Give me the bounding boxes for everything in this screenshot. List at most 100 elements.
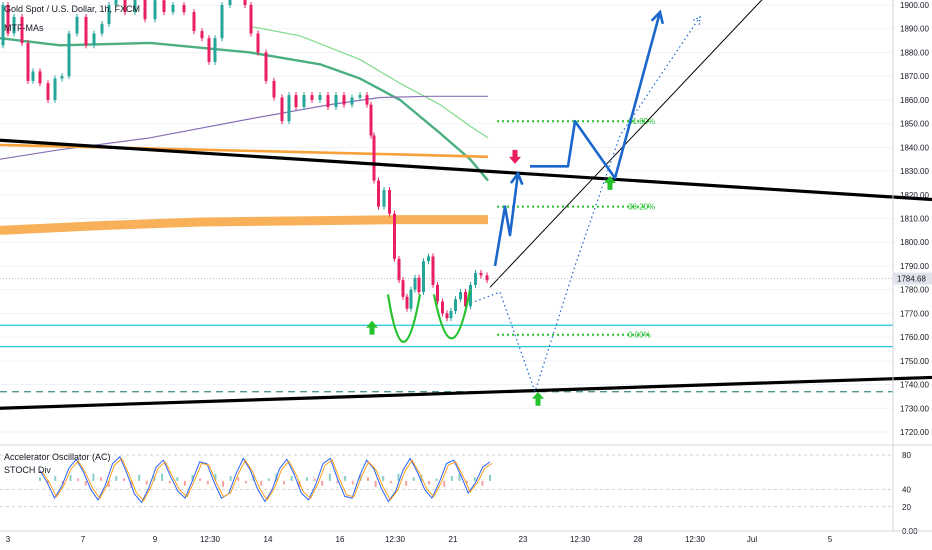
time-tick-2: 9 [153, 535, 158, 544]
trendline-1 [0, 375, 932, 410]
candle-body-15 [100, 23, 104, 34]
candle-body-65 [441, 301, 444, 314]
candle-body-45 [342, 95, 346, 105]
candle-body-52 [382, 190, 386, 207]
time-tick-13: 5 [828, 535, 833, 544]
price-tick-17: 1730.00 [900, 404, 929, 413]
price-tick-0: 1900.00 [900, 1, 929, 10]
fib-label-2: 0.00% [628, 331, 651, 340]
time-axis: 3 7 9 12:30 14 16 12:30 21 23 12:30 28 12:30 Jul 5 [6, 535, 833, 544]
signal-arrow-down-3 [509, 149, 521, 164]
price-axis: 1900.00 1890.00 1880.00 1870.00 1860.00 1850.… [900, 1, 929, 437]
horizontal-levels [0, 324, 893, 393]
candle-body-30 [228, 0, 232, 5]
candle-body-46 [350, 97, 354, 105]
candle-body-8 [46, 83, 50, 100]
candle-body-21 [153, 0, 157, 20]
candle-body-13 [84, 16, 88, 46]
candle-body-72 [474, 273, 477, 285]
time-tick-4: 14 [264, 535, 273, 544]
candle-body-62 [427, 256, 430, 262]
candle-body-55 [397, 258, 401, 281]
osc-tick-0: 80 [902, 451, 911, 460]
time-tick-9: 12:30 [570, 535, 591, 544]
price-tick-12: 1780.00 [900, 286, 929, 295]
candle-body-40 [302, 95, 306, 108]
price-tick-18: 1720.00 [900, 428, 929, 437]
signal-arrow-up-2 [532, 391, 544, 406]
price-tick-15: 1750.00 [900, 357, 929, 366]
candle-body-12 [75, 16, 79, 34]
candle-body-51 [377, 180, 380, 207]
symbol-title: Gold Spot / U.S. Dollar, 1h, FXCM [4, 4, 141, 14]
moving-average-0 [0, 37, 489, 182]
candle-body-25 [192, 12, 196, 32]
price-tick-10: 1800.00 [900, 238, 929, 247]
candle-body-6 [31, 71, 35, 81]
stoch-label: STOCH Div [4, 465, 51, 475]
candle-body-57 [405, 296, 409, 309]
moving-average-4 [0, 215, 488, 235]
time-tick-3: 12:30 [200, 535, 221, 544]
candle-body-47 [358, 95, 362, 98]
candle-body-69 [459, 292, 462, 300]
candle-body-70 [464, 292, 467, 307]
signal-arrow-up-0 [366, 320, 378, 335]
candle-body-28 [213, 38, 217, 62]
projection-arrowhead-0 [509, 170, 524, 186]
projection-path-1 [530, 11, 662, 180]
candle-body-17 [114, 0, 118, 5]
candle-body-4 [20, 16, 24, 43]
candle-body-32 [243, 0, 247, 5]
candle-body-5 [26, 42, 30, 81]
candle-body-14 [92, 33, 96, 46]
candle-body-18 [123, 0, 127, 13]
candle-body-1 [1, 5, 5, 46]
price-tick-1: 1890.00 [900, 25, 929, 34]
candle-body-53 [388, 190, 391, 214]
candle-body-54 [393, 213, 396, 259]
price-tick-5: 1850.00 [900, 120, 929, 129]
candle-body-34 [256, 33, 260, 53]
cup-curve-right [432, 289, 472, 340]
candle-body-2 [6, 5, 10, 34]
time-tick-12: Jul [747, 535, 757, 544]
candle-body-63 [431, 256, 435, 285]
time-tick-8: 23 [519, 535, 528, 544]
projection-arrowhead-2 [692, 15, 701, 25]
candle-body-3 [12, 16, 16, 34]
candle-body-16 [107, 5, 111, 24]
candle-body-19 [133, 0, 137, 13]
price-tick-16: 1740.00 [900, 381, 929, 390]
signal-arrows [366, 149, 616, 406]
candle-body-66 [445, 313, 449, 319]
candle-body-20 [143, 0, 147, 20]
candle-body-49 [369, 104, 373, 136]
signal-arrow-up-1 [604, 175, 616, 190]
candle-body-56 [401, 280, 405, 297]
candle-body-68 [454, 299, 457, 312]
trendline-2 [489, 0, 763, 288]
indicator-label: MTF-MAs [4, 23, 44, 33]
last-price-marker: 1784.68 [0, 272, 932, 285]
price-tick-6: 1840.00 [900, 143, 929, 152]
projection-path-2 [474, 16, 701, 393]
time-tick-11: 12:30 [685, 535, 706, 544]
time-tick-5: 16 [336, 535, 345, 544]
candle-body-33 [249, 5, 253, 34]
trendlines [0, 0, 932, 410]
candle-body-9 [53, 78, 57, 100]
stoch-d-line [41, 457, 493, 502]
time-tick-10: 28 [634, 535, 643, 544]
time-tick-0: 3 [6, 535, 11, 544]
trendline-0 [0, 138, 932, 202]
oscillator-pane [0, 454, 893, 508]
candle-body-64 [436, 284, 439, 302]
fibonacci-levels: 61.80% 38.20% 0.00% [497, 117, 655, 340]
projection-paths [474, 9, 701, 393]
time-tick-6: 12:30 [385, 535, 406, 544]
candle-body-35 [264, 52, 268, 81]
time-tick-1: 7 [81, 535, 86, 544]
price-tick-13: 1770.00 [900, 309, 929, 318]
